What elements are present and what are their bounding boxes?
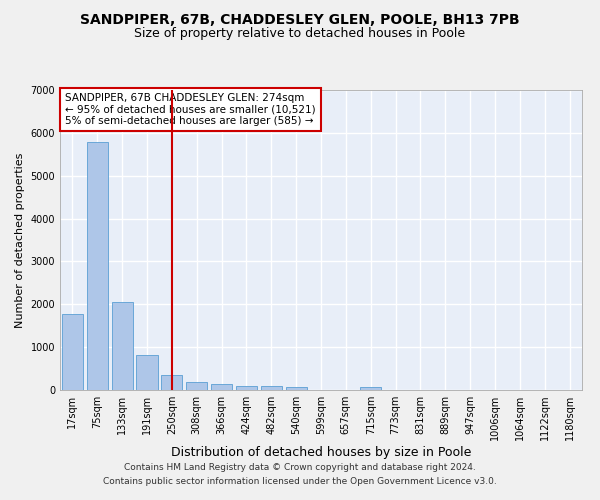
Bar bbox=[286, 387, 307, 390]
Text: Contains public sector information licensed under the Open Government Licence v3: Contains public sector information licen… bbox=[103, 477, 497, 486]
Text: SANDPIPER, 67B, CHADDESLEY GLEN, POOLE, BH13 7PB: SANDPIPER, 67B, CHADDESLEY GLEN, POOLE, … bbox=[80, 12, 520, 26]
Text: SANDPIPER, 67B CHADDESLEY GLEN: 274sqm
← 95% of detached houses are smaller (10,: SANDPIPER, 67B CHADDESLEY GLEN: 274sqm ←… bbox=[65, 93, 316, 126]
Bar bbox=[136, 355, 158, 390]
Y-axis label: Number of detached properties: Number of detached properties bbox=[15, 152, 25, 328]
Text: Contains HM Land Registry data © Crown copyright and database right 2024.: Contains HM Land Registry data © Crown c… bbox=[124, 464, 476, 472]
Bar bbox=[87, 142, 108, 390]
Bar bbox=[211, 384, 232, 390]
Bar bbox=[360, 387, 381, 390]
Bar bbox=[112, 302, 133, 390]
X-axis label: Distribution of detached houses by size in Poole: Distribution of detached houses by size … bbox=[171, 446, 471, 459]
Bar bbox=[161, 376, 182, 390]
Bar bbox=[186, 382, 207, 390]
Bar bbox=[261, 386, 282, 390]
Bar bbox=[236, 386, 257, 390]
Bar bbox=[62, 314, 83, 390]
Text: Size of property relative to detached houses in Poole: Size of property relative to detached ho… bbox=[134, 28, 466, 40]
